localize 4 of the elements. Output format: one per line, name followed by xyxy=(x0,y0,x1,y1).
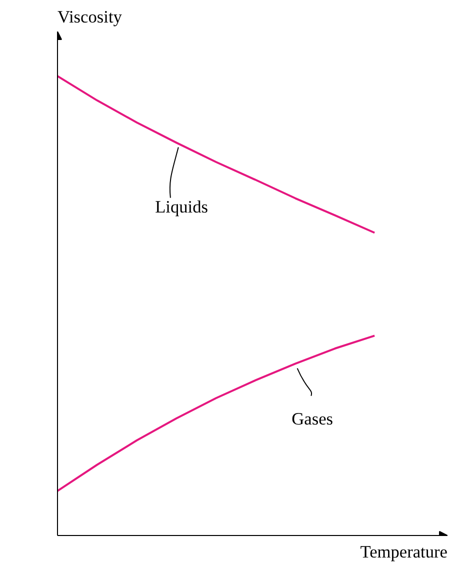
x-axis-title: Temperature xyxy=(360,542,448,562)
text: Liquids xyxy=(155,198,208,217)
y-axis-title: Viscosity xyxy=(58,8,122,26)
text: Gases xyxy=(292,409,334,428)
